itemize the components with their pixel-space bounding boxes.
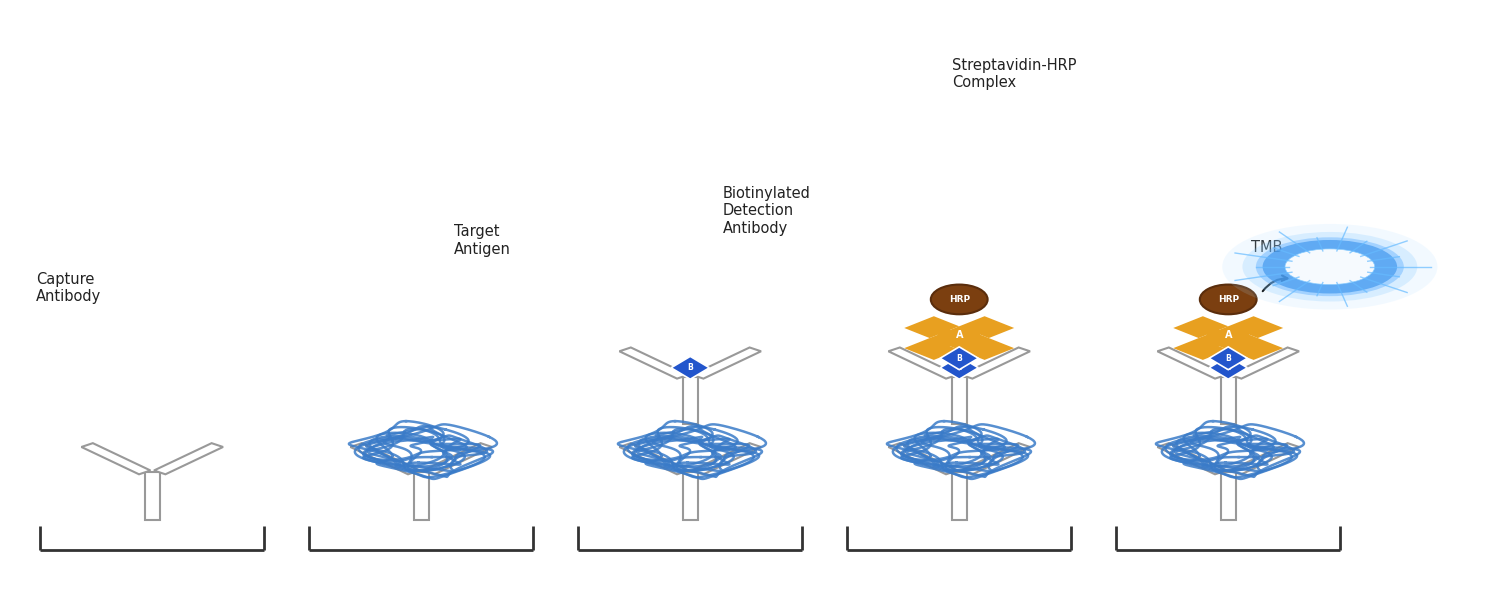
Polygon shape (351, 443, 420, 474)
FancyBboxPatch shape (144, 472, 159, 520)
Polygon shape (1173, 332, 1244, 360)
Text: Streptavidin-HRP
Complex: Streptavidin-HRP Complex (951, 58, 1077, 91)
Polygon shape (620, 347, 688, 379)
Polygon shape (888, 347, 957, 379)
Text: B: B (1226, 363, 1232, 372)
Polygon shape (945, 332, 1014, 360)
Polygon shape (1209, 347, 1248, 370)
FancyBboxPatch shape (1208, 330, 1249, 346)
FancyBboxPatch shape (682, 377, 698, 424)
Polygon shape (1214, 332, 1282, 360)
Polygon shape (423, 443, 492, 474)
Text: B: B (957, 363, 962, 372)
FancyBboxPatch shape (939, 330, 980, 346)
Text: B: B (687, 363, 693, 372)
Polygon shape (1173, 332, 1244, 360)
Polygon shape (1173, 316, 1244, 344)
Polygon shape (945, 316, 1014, 344)
Circle shape (1263, 240, 1396, 293)
Polygon shape (962, 443, 1030, 474)
FancyBboxPatch shape (1221, 377, 1236, 424)
Polygon shape (888, 443, 957, 474)
Polygon shape (1209, 356, 1248, 379)
FancyBboxPatch shape (1221, 472, 1236, 520)
Polygon shape (1214, 332, 1282, 360)
Polygon shape (904, 332, 974, 360)
Polygon shape (154, 443, 224, 474)
FancyBboxPatch shape (414, 472, 429, 520)
Circle shape (1242, 232, 1418, 302)
Circle shape (1256, 238, 1404, 296)
Polygon shape (692, 347, 760, 379)
FancyBboxPatch shape (951, 377, 966, 424)
Circle shape (1286, 249, 1374, 284)
Polygon shape (1214, 316, 1282, 344)
Ellipse shape (1200, 284, 1257, 314)
Text: TMB: TMB (1251, 240, 1282, 255)
Polygon shape (904, 316, 974, 344)
Polygon shape (904, 332, 974, 360)
Polygon shape (945, 332, 1014, 360)
Polygon shape (962, 347, 1030, 379)
Text: B: B (1226, 354, 1232, 363)
Polygon shape (940, 347, 978, 370)
Polygon shape (940, 356, 978, 379)
Ellipse shape (932, 284, 987, 314)
Text: HRP: HRP (1218, 295, 1239, 304)
FancyBboxPatch shape (682, 472, 698, 520)
Text: A: A (1224, 330, 1232, 340)
Polygon shape (670, 356, 710, 379)
Text: Capture
Antibody: Capture Antibody (36, 272, 100, 304)
Polygon shape (1230, 443, 1299, 474)
Polygon shape (692, 443, 760, 474)
Polygon shape (81, 443, 150, 474)
Text: A: A (956, 330, 963, 340)
Polygon shape (620, 443, 688, 474)
FancyBboxPatch shape (951, 472, 966, 520)
Polygon shape (904, 316, 974, 344)
Polygon shape (1230, 347, 1299, 379)
Circle shape (1222, 224, 1437, 310)
Polygon shape (1173, 316, 1244, 344)
Text: B: B (957, 354, 962, 363)
Text: Target
Antigen: Target Antigen (454, 224, 512, 257)
Polygon shape (945, 316, 1014, 344)
Text: Biotinylated
Detection
Antibody: Biotinylated Detection Antibody (723, 186, 812, 236)
Polygon shape (1158, 347, 1227, 379)
Text: HRP: HRP (948, 295, 970, 304)
Polygon shape (1214, 316, 1282, 344)
Polygon shape (1158, 443, 1227, 474)
